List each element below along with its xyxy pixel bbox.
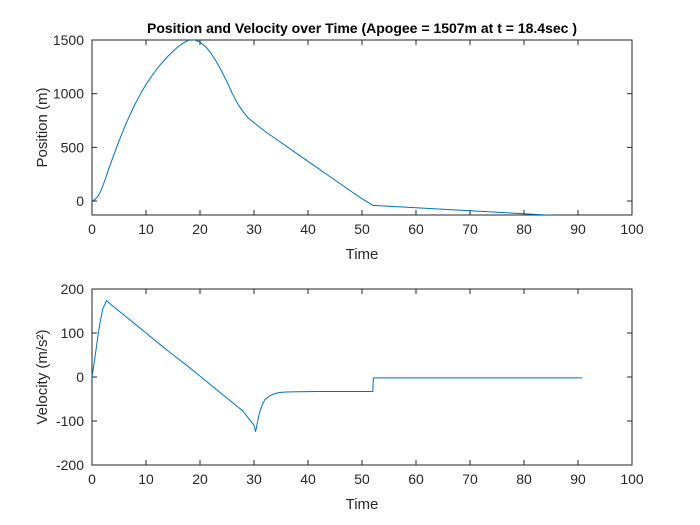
position-x-tick-label: 40 <box>300 221 316 237</box>
position-x-tick-label: 20 <box>192 221 208 237</box>
velocity-plot: 0 10 20 30 40 50 60 70 80 90 100 -200 -100 0 100 200 Tim… <box>34 281 644 513</box>
position-series-line <box>92 40 557 215</box>
position-x-tick-label: 90 <box>570 221 586 237</box>
velocity-x-tick-label: 10 <box>138 471 154 487</box>
velocity-y-tick-label: 200 <box>61 281 85 297</box>
position-x-tick-label: 50 <box>354 221 370 237</box>
velocity-x-tick-label: 50 <box>354 471 370 487</box>
position-y-axis-label: Position (m) <box>34 87 51 167</box>
velocity-x-tick-label: 30 <box>246 471 262 487</box>
velocity-y-tick-label: 100 <box>61 325 85 341</box>
position-x-tick-label: 80 <box>516 221 532 237</box>
velocity-x-tick-label: 60 <box>408 471 424 487</box>
position-x-axis-label: Time <box>346 246 379 263</box>
velocity-series-line <box>92 299 583 433</box>
velocity-y-axis-label: Velocity (m/s²) <box>34 329 51 424</box>
position-y-tick-label: 1500 <box>53 32 84 48</box>
velocity-x-tick-label: 100 <box>620 471 644 487</box>
velocity-x-tick-label: 90 <box>570 471 586 487</box>
position-y-tick-label: 0 <box>76 193 84 209</box>
velocity-x-tick-label: 70 <box>462 471 478 487</box>
position-x-tick-label: 70 <box>462 221 478 237</box>
velocity-x-tick-label: 20 <box>192 471 208 487</box>
velocity-x-tick-label: 80 <box>516 471 532 487</box>
position-x-tick-label: 100 <box>620 221 644 237</box>
velocity-y-tick-label: -200 <box>56 457 84 473</box>
position-plot: 0 10 20 30 40 50 60 70 80 90 100050010001500TimePo… <box>34 32 644 263</box>
position-x-tick-label: 0 <box>88 221 96 237</box>
velocity-x-axis-label: Time <box>346 496 379 513</box>
chart-title: Position and Velocity over Time (Apogee … <box>147 20 577 36</box>
position-y-tick-label: 1000 <box>53 86 84 102</box>
velocity-x-tick-label: 40 <box>300 471 316 487</box>
position-x-tick-label: 10 <box>138 221 154 237</box>
position-x-tick-label: 30 <box>246 221 262 237</box>
position-x-tick-label: 60 <box>408 221 424 237</box>
velocity-y-tick-label: -100 <box>56 413 84 429</box>
position-y-tick-label: 500 <box>61 139 85 155</box>
velocity-x-tick-label: 0 <box>88 471 96 487</box>
velocity-y-tick-label: 0 <box>76 369 84 385</box>
